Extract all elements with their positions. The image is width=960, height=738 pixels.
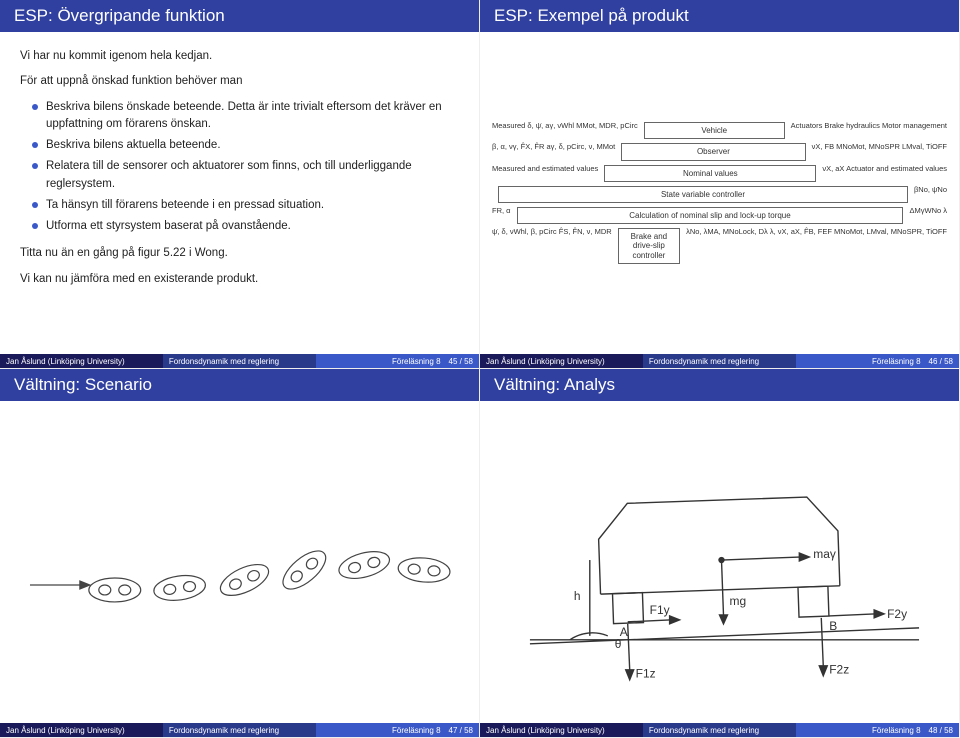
- slide-title: ESP: Övergripande funktion: [0, 0, 479, 32]
- slide-body: [0, 401, 479, 723]
- lbl-mg: mg: [729, 594, 746, 608]
- diag-label: βNo, ψ̇No: [914, 186, 947, 203]
- footer-page: 45 / 58: [449, 357, 473, 366]
- lbl-F2z: F2z: [829, 663, 849, 677]
- lbl-F2y: F2y: [887, 607, 907, 621]
- footer-page: 46 / 58: [929, 357, 953, 366]
- lbl-F1z: F1z: [636, 667, 656, 681]
- slide-title: Vältning: Analys: [480, 369, 959, 401]
- footer-author: Jan Åslund (Linköping University): [0, 723, 163, 737]
- paragraph: Vi kan nu jämföra med en existerande pro…: [20, 271, 459, 288]
- scenario-sketch: [20, 417, 459, 723]
- block-diagram: Measured δ, ψ̇, aγ, νWhl MMot, MDR, pCir…: [492, 44, 947, 342]
- footer-page: 48 / 58: [929, 726, 953, 735]
- footer-course: Fordonsdynamik med reglering: [643, 723, 796, 737]
- diag-box-observer: Observer: [621, 143, 805, 160]
- slide-esp-funktion: ESP: Övergripande funktion Vi har nu kom…: [0, 0, 480, 369]
- footer-right: Föreläsning 8 48 / 58: [796, 723, 959, 737]
- diag-box-vehicle: Vehicle: [644, 122, 785, 139]
- slide-body: Measured δ, ψ̇, aγ, νWhl MMot, MDR, pCir…: [480, 32, 959, 354]
- lbl-A: A: [620, 625, 628, 639]
- diag-label: νX, aX Actuator and estimated values: [822, 165, 947, 182]
- slide-footer: Jan Åslund (Linköping University) Fordon…: [0, 354, 479, 368]
- footer-author: Jan Åslund (Linköping University): [0, 354, 163, 368]
- bullet-item: Beskriva bilens önskade beteende. Detta …: [32, 99, 459, 134]
- bullet-item: Beskriva bilens aktuella beteende.: [32, 137, 459, 154]
- footer-right: Föreläsning 8 46 / 58: [796, 354, 959, 368]
- lbl-may: maγ: [813, 547, 836, 561]
- slide-title: Vältning: Scenario: [0, 369, 479, 401]
- diag-label: Actuators Brake hydraulics Motor managem…: [791, 122, 947, 139]
- footer-right: Föreläsning 8 45 / 58: [316, 354, 479, 368]
- lbl-B: B: [829, 619, 837, 633]
- paragraph: För att uppnå önskad funktion behöver ma…: [20, 73, 459, 90]
- diag-label: Measured δ, ψ̇, aγ, νWhl MMot, MDR, pCir…: [492, 122, 638, 139]
- diag-label: β, α, νγ, F̂X, F̂R aγ, δ, pCirc, ν, MMot: [492, 143, 615, 160]
- footer-page: 47 / 58: [449, 726, 473, 735]
- bullet-item: Relatera till de sensorer och aktuatorer…: [32, 158, 459, 193]
- slide-body: Vi har nu kommit igenom hela kedjan. För…: [0, 32, 479, 354]
- footer-lecture: Föreläsning 8: [872, 357, 920, 366]
- bullet-item: Utforma ett styrsystem baserat på ovanst…: [32, 218, 459, 235]
- slide-body: θ h maγ: [480, 401, 959, 723]
- diag-label: FR, α: [492, 207, 511, 224]
- lbl-F1y: F1y: [650, 603, 670, 617]
- diag-label: νX, FB MNoMot, MNoSPR LMval, TiOFF: [812, 143, 947, 160]
- diag-box-calc: Calculation of nominal slip and lock-up …: [517, 207, 904, 224]
- paragraph: Titta nu än en gång på figur 5.22 i Wong…: [20, 245, 459, 262]
- slide-title: ESP: Exempel på produkt: [480, 0, 959, 32]
- slide-footer: Jan Åslund (Linköping University) Fordon…: [480, 723, 959, 737]
- slide-footer: Jan Åslund (Linköping University) Fordon…: [0, 723, 479, 737]
- bullet-list: Beskriva bilens önskade beteende. Detta …: [32, 99, 459, 236]
- diag-label: λNo, λMA, MNoLock, Dλ λ, νX, aX, F̂B, FE…: [686, 228, 947, 264]
- footer-author: Jan Åslund (Linköping University): [480, 723, 643, 737]
- footer-right: Föreläsning 8 47 / 58: [316, 723, 479, 737]
- diag-box-nominal: Nominal values: [604, 165, 816, 182]
- lbl-h: h: [574, 589, 581, 603]
- footer-course: Fordonsdynamik med reglering: [643, 354, 796, 368]
- diag-label: ΔMγWNo λ: [909, 207, 947, 224]
- lbl-theta: θ: [615, 637, 622, 651]
- slide-footer: Jan Åslund (Linköping University) Fordon…: [480, 354, 959, 368]
- footer-course: Fordonsdynamik med reglering: [163, 354, 316, 368]
- slide-esp-produkt: ESP: Exempel på produkt Measured δ, ψ̇, …: [480, 0, 960, 369]
- paragraph: Vi har nu kommit igenom hela kedjan.: [20, 48, 459, 65]
- footer-lecture: Föreläsning 8: [392, 726, 440, 735]
- footer-lecture: Föreläsning 8: [872, 726, 920, 735]
- analys-diagram: θ h maγ: [500, 417, 939, 723]
- bullet-item: Ta hänsyn till förarens beteende i en pr…: [32, 197, 459, 214]
- diag-box-svc: State variable controller: [498, 186, 908, 203]
- diag-label: Measured and estimated values: [492, 165, 598, 182]
- footer-lecture: Föreläsning 8: [392, 357, 440, 366]
- slide-valtning-scenario: Vältning: Scenario Jan Åslund (Linköping…: [0, 369, 480, 738]
- diag-box-bds: Brake and drive-slip controller: [618, 228, 680, 264]
- diag-label: ψ̇, δ, νWhl, β, pCirc F̂S, F̂N, ν, MDR: [492, 228, 612, 264]
- slide-valtning-analys: Vältning: Analys θ: [480, 369, 960, 738]
- footer-course: Fordonsdynamik med reglering: [163, 723, 316, 737]
- footer-author: Jan Åslund (Linköping University): [480, 354, 643, 368]
